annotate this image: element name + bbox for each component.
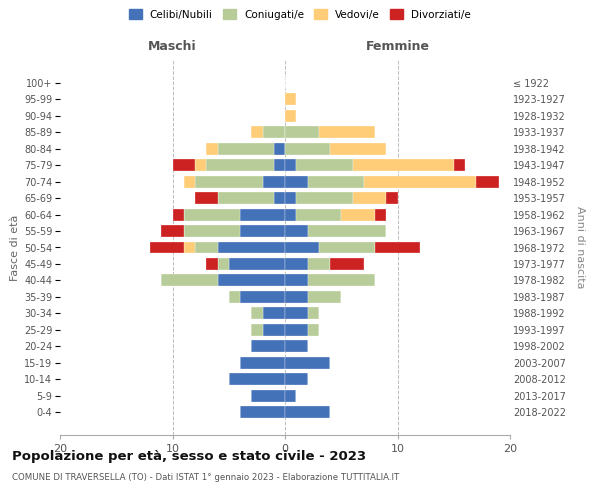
Bar: [206, 160, 274, 171]
Text: COMUNE DI TRAVERSELLA (TO) - Dati ISTAT 1° gennaio 2023 - Elaborazione TUTTITALI: COMUNE DI TRAVERSELLA (TO) - Dati ISTAT …: [12, 472, 399, 482]
Bar: [308, 176, 364, 188]
Bar: [285, 143, 330, 154]
Bar: [161, 225, 184, 237]
Bar: [206, 258, 218, 270]
Bar: [218, 258, 229, 270]
Bar: [285, 340, 308, 352]
Bar: [285, 373, 308, 385]
Bar: [285, 208, 296, 220]
Bar: [319, 242, 375, 254]
Bar: [263, 308, 285, 319]
Bar: [296, 192, 353, 204]
Y-axis label: Fasce di età: Fasce di età: [10, 214, 20, 280]
Bar: [218, 143, 274, 154]
Bar: [173, 160, 195, 171]
Bar: [285, 308, 308, 319]
Bar: [308, 225, 386, 237]
Bar: [150, 242, 184, 254]
Bar: [218, 242, 285, 254]
Bar: [308, 324, 319, 336]
Bar: [229, 258, 285, 270]
Bar: [229, 291, 240, 303]
Bar: [476, 176, 499, 188]
Bar: [285, 406, 330, 418]
Bar: [184, 208, 240, 220]
Bar: [274, 160, 285, 171]
Bar: [240, 356, 285, 368]
Bar: [330, 258, 364, 270]
Bar: [240, 225, 285, 237]
Bar: [251, 126, 263, 138]
Bar: [308, 258, 330, 270]
Bar: [285, 94, 296, 106]
Bar: [308, 308, 319, 319]
Bar: [285, 291, 308, 303]
Text: Femmine: Femmine: [365, 40, 430, 52]
Bar: [308, 291, 341, 303]
Bar: [375, 208, 386, 220]
Bar: [184, 242, 195, 254]
Y-axis label: Anni di nascita: Anni di nascita: [575, 206, 585, 289]
Bar: [251, 340, 285, 352]
Bar: [386, 192, 398, 204]
Bar: [454, 160, 465, 171]
Bar: [195, 176, 263, 188]
Bar: [353, 192, 386, 204]
Bar: [184, 176, 195, 188]
Bar: [263, 126, 285, 138]
Bar: [195, 242, 218, 254]
Bar: [173, 208, 184, 220]
Bar: [161, 274, 218, 286]
Bar: [353, 160, 454, 171]
Bar: [195, 160, 206, 171]
Bar: [285, 176, 308, 188]
Bar: [285, 324, 308, 336]
Bar: [285, 126, 319, 138]
Bar: [319, 126, 375, 138]
Bar: [285, 390, 296, 402]
Bar: [274, 143, 285, 154]
Bar: [285, 274, 308, 286]
Bar: [195, 192, 218, 204]
Bar: [330, 143, 386, 154]
Bar: [274, 192, 285, 204]
Bar: [285, 356, 330, 368]
Bar: [341, 208, 375, 220]
Bar: [218, 274, 285, 286]
Bar: [375, 242, 420, 254]
Bar: [296, 208, 341, 220]
Bar: [285, 242, 319, 254]
Bar: [285, 192, 296, 204]
Bar: [218, 192, 274, 204]
Bar: [285, 258, 308, 270]
Bar: [240, 291, 285, 303]
Bar: [364, 176, 476, 188]
Bar: [285, 110, 296, 122]
Legend: Celibi/Nubili, Coniugati/e, Vedovi/e, Divorziati/e: Celibi/Nubili, Coniugati/e, Vedovi/e, Di…: [125, 5, 475, 24]
Bar: [229, 373, 285, 385]
Text: Popolazione per età, sesso e stato civile - 2023: Popolazione per età, sesso e stato civil…: [12, 450, 366, 463]
Bar: [296, 160, 353, 171]
Bar: [285, 225, 308, 237]
Bar: [251, 324, 263, 336]
Bar: [263, 324, 285, 336]
Bar: [251, 308, 263, 319]
Bar: [285, 160, 296, 171]
Bar: [206, 143, 218, 154]
Bar: [240, 406, 285, 418]
Bar: [308, 274, 375, 286]
Bar: [263, 176, 285, 188]
Bar: [251, 390, 285, 402]
Bar: [240, 208, 285, 220]
Bar: [184, 225, 240, 237]
Text: Maschi: Maschi: [148, 40, 197, 52]
